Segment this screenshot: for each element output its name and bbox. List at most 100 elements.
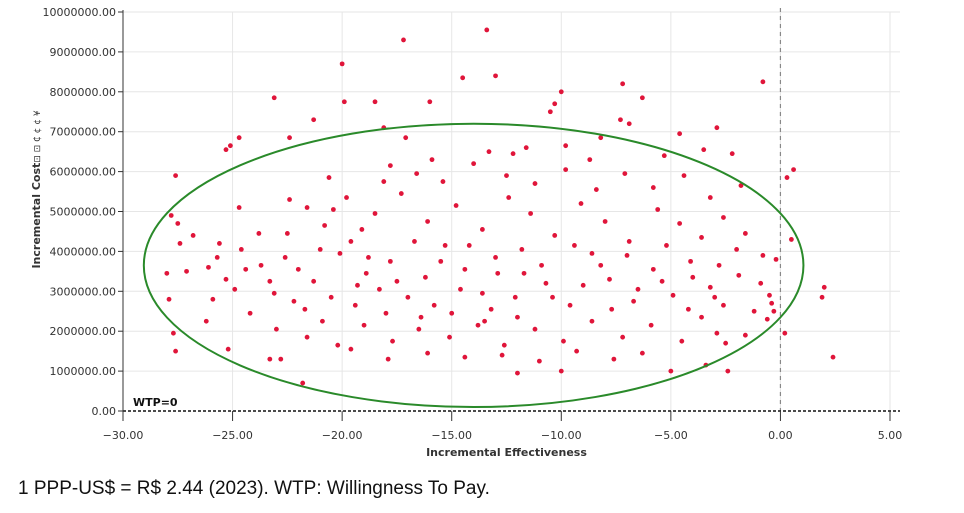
data-point: [622, 171, 628, 176]
data-point: [223, 276, 229, 282]
data-point: [326, 175, 332, 180]
data-point: [267, 356, 273, 362]
data-point: [493, 73, 498, 79]
data-point: [274, 326, 279, 332]
y-tick-label: 10000000.00: [43, 6, 116, 19]
y-axis-title-symbols: ⊡ ⊡ ₵ ¢ ¢ ¥: [33, 110, 43, 163]
data-point: [738, 183, 744, 188]
data-point: [736, 272, 742, 278]
data-point: [311, 117, 317, 123]
data-point: [742, 332, 748, 338]
data-point: [372, 211, 378, 216]
data-point: [405, 294, 411, 300]
data-point: [598, 135, 604, 141]
x-tick-label: −20.00: [322, 429, 363, 442]
data-point: [751, 308, 757, 314]
data-point: [499, 352, 505, 358]
data-point: [729, 151, 735, 157]
grid-lines: [122, 11, 900, 411]
data-point: [819, 294, 825, 300]
y-tick-label: 6000000.00: [50, 166, 116, 179]
data-point: [742, 231, 748, 236]
data-point: [210, 296, 216, 302]
data-point: [650, 185, 656, 190]
data-point: [238, 247, 244, 252]
data-point: [764, 316, 770, 322]
data-point: [725, 368, 731, 374]
data-point: [547, 109, 553, 115]
data-point: [387, 258, 393, 264]
data-point: [403, 135, 409, 141]
data-point: [352, 302, 358, 308]
data-point: [664, 243, 669, 248]
data-point: [225, 346, 231, 352]
y-tick-label: 9000000.00: [50, 46, 116, 59]
data-point: [339, 61, 345, 67]
data-point: [258, 262, 264, 268]
data-point: [484, 27, 490, 33]
data-point: [217, 241, 222, 246]
data-point: [552, 101, 558, 107]
y-tick-label: 5000000.00: [50, 206, 116, 219]
data-point: [659, 278, 665, 284]
data-point: [267, 278, 273, 284]
data-point: [341, 99, 347, 105]
y-tick-label: 4000000.00: [50, 245, 116, 258]
data-point: [418, 314, 424, 320]
data-point: [699, 235, 704, 240]
data-point: [707, 284, 713, 290]
data-point: [521, 270, 527, 276]
data-point: [425, 219, 431, 224]
y-tick-label: 7000000.00: [50, 126, 116, 139]
footnote: 1 PPP-US$ = R$ 2.44 (2023). WTP: Willing…: [18, 478, 490, 499]
data-point: [760, 252, 766, 258]
data-point: [550, 294, 555, 300]
data-point: [620, 81, 626, 87]
data-point: [348, 239, 354, 244]
data-point: [668, 368, 674, 374]
data-point: [539, 262, 544, 268]
data-point: [363, 270, 369, 276]
data-point: [282, 254, 288, 260]
data-point: [773, 256, 779, 262]
data-point: [536, 358, 542, 364]
data-point: [300, 380, 306, 386]
data-point: [618, 117, 623, 123]
data-point: [416, 326, 422, 332]
data-point: [311, 278, 317, 284]
data-point: [291, 298, 297, 304]
data-point: [758, 280, 764, 286]
data-point: [479, 227, 485, 232]
data-point: [214, 254, 220, 260]
data-point: [486, 149, 492, 155]
data-point: [567, 302, 573, 308]
data-point: [574, 348, 580, 354]
data-point: [328, 294, 334, 300]
data-point: [563, 167, 569, 173]
data-point: [510, 151, 516, 157]
data-point: [714, 330, 720, 336]
data-point: [598, 262, 604, 268]
data-point: [460, 75, 466, 81]
data-point: [624, 252, 630, 258]
data-point: [390, 338, 395, 344]
data-point: [284, 231, 290, 236]
wtp-label: WTP=0: [133, 396, 178, 409]
data-point: [348, 346, 354, 352]
data-point: [355, 282, 360, 288]
data-point: [394, 278, 400, 284]
data-point: [453, 203, 459, 208]
data-point: [589, 318, 595, 324]
data-point: [493, 254, 498, 260]
data-point: [335, 342, 341, 348]
data-point: [563, 143, 569, 149]
data-point: [462, 354, 468, 360]
data-point: [168, 213, 174, 218]
data-point: [523, 145, 529, 151]
data-point: [412, 239, 417, 244]
data-point: [359, 227, 365, 232]
data-point: [769, 300, 775, 306]
data-point: [528, 211, 534, 216]
data-point: [425, 350, 431, 356]
data-point: [504, 173, 509, 178]
